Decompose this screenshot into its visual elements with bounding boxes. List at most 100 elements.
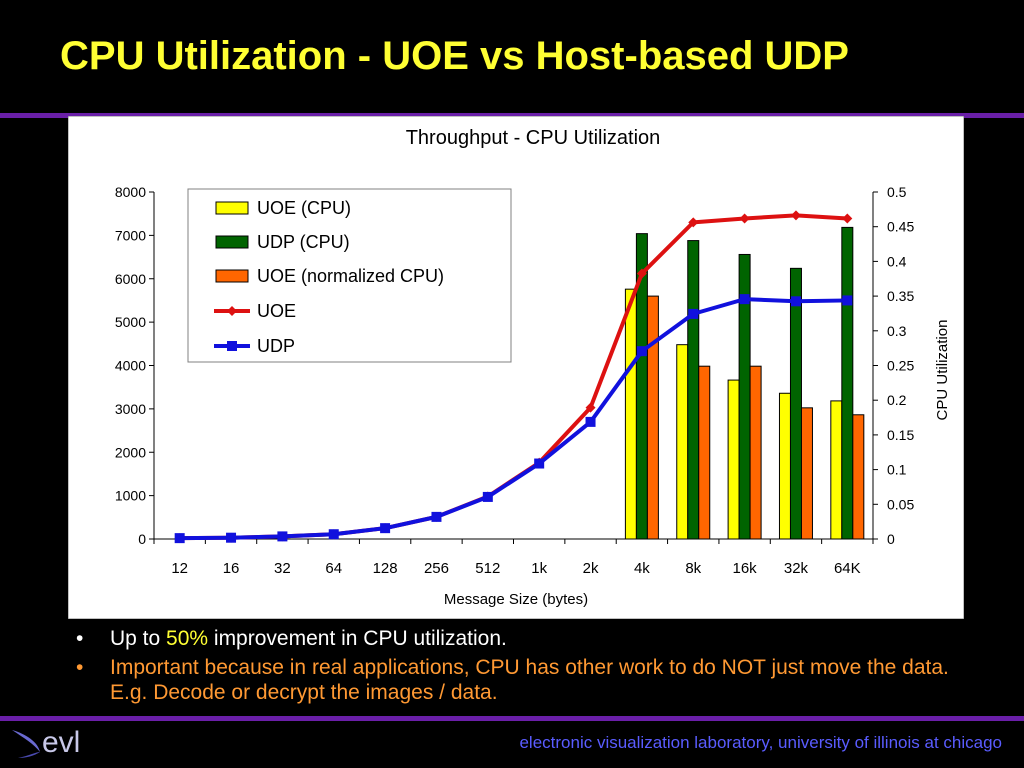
bar <box>800 407 813 540</box>
bar <box>624 288 637 540</box>
y-tick-label: 0 <box>138 531 146 547</box>
x-tick-label: 64 <box>325 560 342 577</box>
bullet-text-post: improvement in CPU utilization. <box>208 627 507 650</box>
footer-text: electronic visualization laboratory, uni… <box>519 733 1002 752</box>
x-tick-label: 64K <box>834 560 861 577</box>
point <box>636 346 647 357</box>
y2-tick-label: 0.15 <box>887 427 914 443</box>
x-tick-label: 256 <box>424 560 449 577</box>
chart-axes: 8000700060005000400030002000100000.50.45… <box>115 184 915 577</box>
legend-marker-udp <box>227 341 237 351</box>
y-tick-label: 1000 <box>115 488 146 504</box>
y-tick-label: 5000 <box>115 314 146 330</box>
legend-label-uoe-normalized: UOE (normalized CPU) <box>257 266 444 286</box>
legend-swatch-uoe-normalized <box>215 269 249 283</box>
slide-title: CPU Utilization - UOE vs Host-based UDP <box>60 34 849 78</box>
legend-marker-uoe <box>227 306 237 316</box>
y-tick-label: 8000 <box>115 184 146 200</box>
bar <box>727 379 740 540</box>
bar <box>852 414 865 540</box>
bullet-item: Up to 50% improvement in CPU utilization… <box>74 626 974 651</box>
y2-tick-label: 0.4 <box>887 253 907 269</box>
y2-tick-label: 0.1 <box>887 462 907 478</box>
point <box>277 531 288 542</box>
chart-panel: Throughput - CPU Utilization 8000 7000 600… <box>67 115 965 620</box>
point <box>174 533 185 544</box>
y-tick-label: 2000 <box>115 444 146 460</box>
y2-tick-label: 0.5 <box>887 184 907 200</box>
bullet-highlight: 50% <box>166 627 209 650</box>
point <box>842 213 853 224</box>
chart-svg: Throughput - CPU Utilization 8000 7000 600… <box>67 115 965 620</box>
point <box>585 402 596 413</box>
bar <box>749 365 762 540</box>
point <box>790 296 801 307</box>
x-tick-label: 8k <box>685 560 701 577</box>
y-tick-label: 4000 <box>115 358 146 374</box>
y2-tick-label: 0.2 <box>887 392 907 408</box>
x-axis-label: Message Size (bytes) <box>444 591 588 608</box>
legend-swatch-udp-cpu <box>215 235 249 249</box>
x-tick-label: 16 <box>223 560 240 577</box>
x-tick-label: 512 <box>475 560 500 577</box>
y2-tick-label: 0.3 <box>887 323 907 339</box>
x-tick-label: 1k <box>531 560 547 577</box>
point <box>790 210 801 221</box>
y-tick-label: 6000 <box>115 271 146 287</box>
point <box>380 523 391 534</box>
bar <box>789 267 802 540</box>
point <box>842 295 853 306</box>
point <box>688 308 699 319</box>
y-tick-label: 3000 <box>115 401 146 417</box>
evl-logo: evl <box>12 726 80 759</box>
point <box>585 416 596 427</box>
x-tick-label: 32k <box>784 560 809 577</box>
point <box>739 213 750 224</box>
x-tick-label: 12 <box>171 560 188 577</box>
bottom-divider <box>0 716 1024 721</box>
point <box>534 458 545 469</box>
y2-tick-label: 0.25 <box>887 358 914 374</box>
y2-tick-label: 0.35 <box>887 288 914 304</box>
chart-title: Throughput - CPU Utilization <box>406 127 661 149</box>
x-tick-label: 128 <box>373 560 398 577</box>
bar <box>830 400 843 540</box>
bar <box>698 365 711 540</box>
point <box>482 491 493 502</box>
point <box>226 532 237 543</box>
bar <box>646 295 659 540</box>
point <box>431 511 442 522</box>
point <box>688 217 699 228</box>
point <box>739 294 750 305</box>
x-tick-label: 2k <box>583 560 599 577</box>
legend-label-uoe: UOE <box>257 301 296 321</box>
bar <box>841 226 854 540</box>
legend-label-udp-cpu: UDP (CPU) <box>257 232 350 252</box>
x-tick-label: 4k <box>634 560 650 577</box>
x-tick-label: 16k <box>733 560 758 577</box>
point <box>636 268 647 279</box>
y2-tick-label: 0.05 <box>887 496 914 512</box>
bullet-list: Up to 50% improvement in CPU utilization… <box>74 626 974 705</box>
legend-swatch-uoe-cpu <box>215 201 249 215</box>
evl-logo-text: evl <box>42 726 80 759</box>
line-marks <box>174 210 853 544</box>
series-line-udp <box>179 297 848 541</box>
x-tick-label: 32 <box>274 560 291 577</box>
legend-label-udp: UDP <box>257 336 295 356</box>
bullet-text-pre: Up to <box>110 627 167 650</box>
point <box>328 529 339 540</box>
y2-tick-label: 0.45 <box>887 219 914 235</box>
bar <box>778 392 791 540</box>
bullet-item: Important because in real applications, … <box>74 655 974 705</box>
evl-swoosh-icon <box>12 730 40 752</box>
y2-tick-label: 0 <box>887 531 895 547</box>
y2-axis-label: CPU Utilization <box>934 320 951 421</box>
evl-swoosh-icon-lower <box>18 752 40 758</box>
legend-label-uoe-cpu: UOE (CPU) <box>257 198 351 218</box>
legend: UOE (CPU) UDP (CPU) UOE (normalized CPU)… <box>187 188 512 363</box>
y-tick-label: 7000 <box>115 227 146 243</box>
bar <box>687 240 700 540</box>
bar-marks <box>624 226 865 540</box>
bar <box>676 344 689 540</box>
